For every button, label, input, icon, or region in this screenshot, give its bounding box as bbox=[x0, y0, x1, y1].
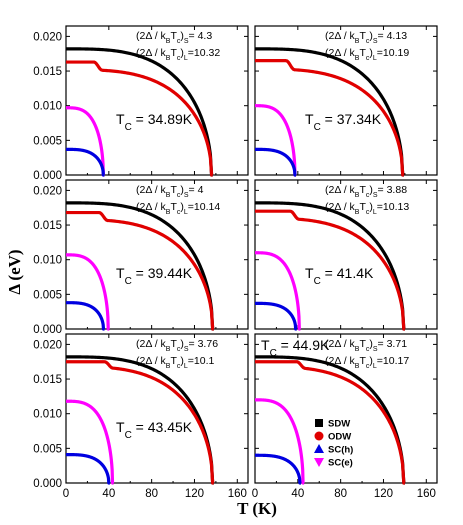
x-tick-label: 160 bbox=[417, 488, 436, 500]
tc-label: TC = 41.4K bbox=[305, 265, 374, 287]
x-tick-label: 80 bbox=[145, 488, 158, 500]
series-odw bbox=[254, 360, 406, 485]
x-tick-label: 160 bbox=[228, 488, 247, 500]
ratio-s-annotation: (2Δ / kBTc)S= 3.71 bbox=[325, 338, 407, 353]
series-sce bbox=[64, 253, 110, 331]
series-sce bbox=[64, 106, 105, 177]
x-tick-label: 0 bbox=[63, 488, 69, 500]
series-sce bbox=[253, 104, 297, 177]
y-tick-label: 0.010 bbox=[33, 409, 62, 421]
series-odw bbox=[254, 59, 405, 177]
x-tick-label: 0 bbox=[252, 488, 258, 500]
y-tick-label: 0.015 bbox=[33, 220, 62, 232]
x-tick-label: 80 bbox=[334, 488, 347, 500]
x-tick-label: 120 bbox=[374, 488, 393, 500]
panel-4: (2Δ / kBTc)S= 3.88 (2Δ / kBTc)L=10.13 TC =… bbox=[253, 179, 438, 331]
panel-2: (2Δ / kBTc)S= 4.13 (2Δ / kBTc)L=10.19 TC =… bbox=[253, 25, 438, 177]
y-tick-label: 0.000 bbox=[33, 324, 62, 336]
y-tick-label: 0.020 bbox=[33, 31, 62, 43]
series-sce bbox=[253, 398, 305, 485]
y-tick-label: 0.005 bbox=[33, 443, 62, 455]
ratio-s-annotation: (2Δ / kBTc)S= 3.76 bbox=[136, 338, 218, 353]
series-sch bbox=[253, 453, 302, 485]
tc-label: TC = 39.44K bbox=[116, 265, 193, 287]
series-odw bbox=[254, 209, 406, 331]
panel-frame bbox=[254, 179, 438, 330]
y-tick-label: 0.000 bbox=[33, 478, 62, 490]
ratio-s-annotation: (2Δ / kBTc)S= 4 bbox=[136, 184, 204, 199]
legend-label: SC(e) bbox=[328, 458, 353, 469]
series-sch bbox=[64, 301, 106, 331]
legend-marker-sch bbox=[314, 444, 324, 453]
y-tick-label: 0.010 bbox=[33, 255, 62, 267]
y-tick-label: 0.005 bbox=[33, 289, 62, 301]
y-tick-label: 0.005 bbox=[33, 135, 62, 147]
panel-frame bbox=[65, 333, 249, 484]
panel-5: 0.000 0.005 0.010 0.015 0.020 0 40 80 120 160 (2Δ … bbox=[33, 333, 249, 500]
y-axis-label: Δ (eV) bbox=[5, 249, 24, 294]
panel-frame bbox=[254, 25, 438, 176]
panel-1: 0.000 0.005 0.010 0.015 0.020 (2Δ / kBTc)S= 4… bbox=[33, 25, 249, 182]
ratio-l-annotation: (2Δ / kBTc)L=10.19 bbox=[325, 47, 409, 62]
ratio-s-annotation: (2Δ / kBTc)S= 4.13 bbox=[325, 30, 407, 45]
series-sce bbox=[64, 399, 115, 485]
legend: SDW ODW SC(h) SC(e) bbox=[314, 419, 353, 469]
y-tick-label: 0.010 bbox=[33, 101, 62, 113]
series-sdw bbox=[65, 47, 214, 177]
series-sdw bbox=[254, 355, 406, 485]
panel-frame bbox=[254, 333, 438, 484]
x-tick-label: 40 bbox=[102, 488, 115, 500]
series-sdw bbox=[65, 201, 215, 331]
series-sch bbox=[253, 301, 298, 331]
series-odw bbox=[65, 360, 215, 485]
panel-6: 0 40 80 120 160 (2Δ / kBTc)S= 3.71 (2Δ / kBTc)… bbox=[252, 333, 438, 500]
ratio-s-annotation: (2Δ / kBTc)S= 4.3 bbox=[136, 30, 212, 45]
series-sce bbox=[253, 251, 301, 331]
legend-marker-sdw bbox=[315, 419, 323, 427]
panel-3: 0.000 0.005 0.010 0.015 0.020 (2Δ / kBTc)S= 4… bbox=[33, 179, 249, 336]
tc-label: TC = 34.89K bbox=[116, 111, 193, 133]
series-sdw bbox=[65, 355, 215, 485]
y-tick-label: 0.000 bbox=[33, 170, 62, 182]
y-tick-label: 0.015 bbox=[33, 374, 62, 386]
y-tick-label: 0.020 bbox=[33, 185, 62, 197]
x-tick-label: 40 bbox=[291, 488, 304, 500]
legend-marker-odw bbox=[314, 431, 324, 441]
y-tick-label: 0.015 bbox=[33, 66, 62, 78]
series-odw bbox=[65, 60, 214, 177]
x-axis-label: T (K) bbox=[237, 499, 277, 518]
series-sch bbox=[253, 147, 297, 177]
series-sch bbox=[64, 147, 105, 177]
x-tick-label: 120 bbox=[185, 488, 204, 500]
series-odw bbox=[65, 210, 215, 331]
ratio-s-annotation: (2Δ / kBTc)S= 3.88 bbox=[325, 184, 407, 199]
panel-frame bbox=[65, 25, 249, 176]
tc-label: TC = 44.9K bbox=[261, 337, 330, 359]
ratio-l-annotation: (2Δ / kBTc)L=10.17 bbox=[325, 355, 409, 370]
y-tick-label: 0.020 bbox=[33, 339, 62, 351]
ratio-l-annotation: (2Δ / kBTc)L=10.32 bbox=[136, 47, 220, 62]
legend-marker-sce bbox=[314, 458, 324, 467]
series-sch bbox=[64, 452, 111, 485]
legend-label: ODW bbox=[328, 432, 351, 443]
legend-label: SC(h) bbox=[328, 445, 353, 456]
ratio-l-annotation: (2Δ / kBTc)L=10.14 bbox=[136, 201, 220, 216]
series-sdw bbox=[254, 201, 406, 331]
tc-label: TC = 37.34K bbox=[305, 111, 382, 133]
tc-label: TC = 43.45K bbox=[116, 419, 193, 441]
legend-label: SDW bbox=[328, 419, 350, 430]
ratio-l-annotation: (2Δ / kBTc)L=10.1 bbox=[136, 355, 215, 370]
ratio-l-annotation: (2Δ / kBTc)L=10.13 bbox=[325, 201, 409, 216]
series-sdw bbox=[254, 47, 405, 177]
